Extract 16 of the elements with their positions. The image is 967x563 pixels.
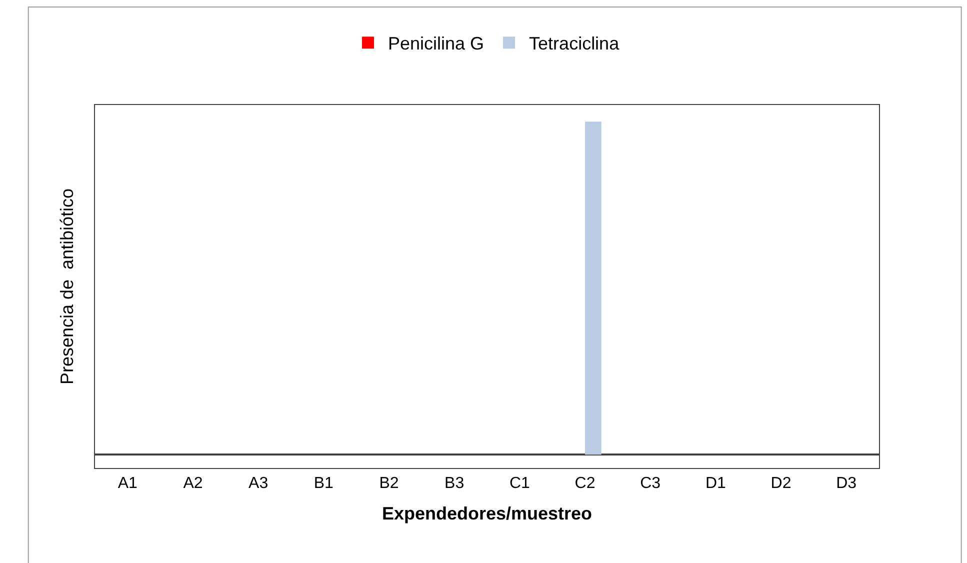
x-tick-label: A2 bbox=[183, 475, 203, 492]
legend-label: Penicilina G bbox=[388, 34, 484, 54]
x-tick-label: C2 bbox=[574, 475, 596, 492]
x-tick-label: D2 bbox=[770, 475, 792, 492]
x-tick-label: D1 bbox=[705, 475, 726, 492]
x-tick-label: C3 bbox=[640, 475, 661, 492]
x-tick-label: B2 bbox=[379, 475, 399, 492]
x-axis-title: Expendedores/muestreo bbox=[382, 503, 592, 524]
legend-label: Tetraciclina bbox=[529, 34, 620, 54]
x-tick-label: D3 bbox=[836, 475, 857, 492]
y-axis-title: Presencia de antibiótico bbox=[57, 188, 78, 385]
x-tick-label: B1 bbox=[314, 475, 334, 492]
x-tick-label: C1 bbox=[509, 475, 530, 492]
x-tick-label: B3 bbox=[444, 475, 464, 492]
x-tick-label: A3 bbox=[248, 475, 268, 492]
x-tick-label: A1 bbox=[118, 475, 138, 492]
